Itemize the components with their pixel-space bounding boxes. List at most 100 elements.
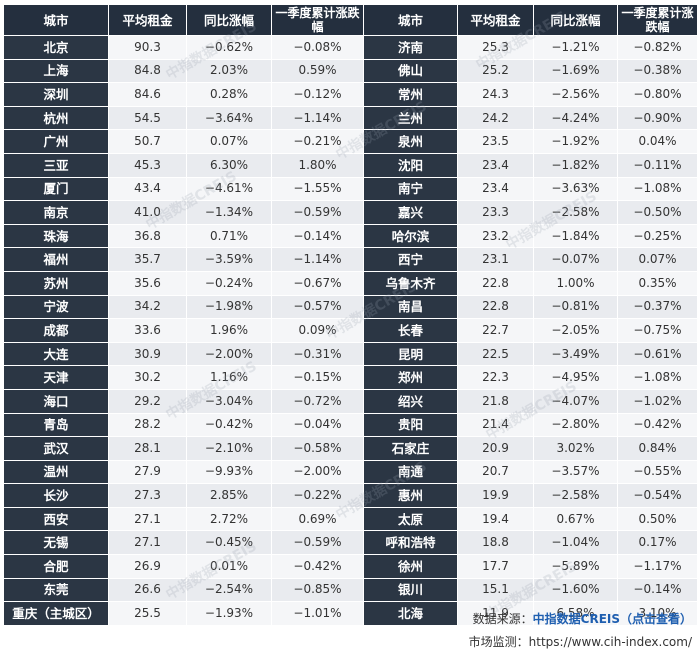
cell-avg-rent: 90.3 bbox=[108, 35, 187, 60]
cell-avg-rent: 27.1 bbox=[108, 530, 187, 556]
cell-q1: −0.75% bbox=[617, 318, 698, 343]
cell-q1: −0.22% bbox=[271, 483, 364, 508]
cell-city: 西宁 bbox=[363, 247, 458, 272]
cell-q1: 0.59% bbox=[271, 58, 364, 84]
table-row: 宁波 34.2 −1.98% −0.57% 南昌 22.8 −0.81% −0.37% bbox=[3, 294, 698, 320]
cell-yoy: −9.93% bbox=[186, 459, 272, 485]
cell-city: 大连 bbox=[3, 341, 109, 367]
cell-q1: −0.15% bbox=[271, 365, 364, 390]
cell-city: 重庆（主城区） bbox=[3, 601, 109, 626]
cell-yoy: −3.64% bbox=[186, 105, 272, 131]
cell-avg-rent: 11.9 bbox=[457, 601, 534, 626]
cell-yoy: 3.02% bbox=[533, 436, 618, 461]
cell-city: 银川 bbox=[363, 577, 458, 603]
cell-yoy: −2.05% bbox=[533, 318, 618, 343]
cell-yoy: 6.58% bbox=[533, 601, 618, 626]
cell-yoy: −1.34% bbox=[186, 200, 272, 225]
cell-yoy: −1.92% bbox=[533, 129, 618, 154]
cell-city: 青岛 bbox=[3, 412, 109, 438]
cell-yoy: 2.72% bbox=[186, 506, 272, 532]
cell-yoy: 0.71% bbox=[186, 223, 272, 249]
table-row: 东莞 26.6 −2.54% −0.85% 银川 15.1 −1.60% −0.14% bbox=[3, 577, 698, 603]
table-header-row: 城市 平均租金 同比涨幅 一季度累计涨跌幅 城市 平均租金 同比涨幅 一季度累计… bbox=[3, 4, 698, 36]
cell-city: 温州 bbox=[3, 459, 109, 485]
cell-avg-rent: 27.3 bbox=[108, 483, 187, 508]
table-row: 大连 30.9 −2.00% −0.31% 昆明 22.5 −3.49% −0.61% bbox=[3, 341, 698, 367]
source-link[interactable]: 中指数据CREIS（点击查看） bbox=[532, 612, 692, 626]
cell-q1: −0.50% bbox=[617, 200, 698, 225]
cell-yoy: 0.07% bbox=[186, 129, 272, 154]
cell-q1: 1.80% bbox=[271, 152, 364, 178]
cell-city: 三亚 bbox=[3, 152, 109, 178]
cell-yoy: −2.00% bbox=[186, 341, 272, 367]
cell-city: 石家庄 bbox=[363, 436, 458, 461]
cell-avg-rent: 20.9 bbox=[457, 436, 534, 461]
cell-avg-rent: 45.3 bbox=[108, 152, 187, 178]
cell-avg-rent: 26.6 bbox=[108, 577, 187, 603]
cell-yoy: −4.07% bbox=[533, 388, 618, 414]
table-row: 成都 33.6 1.96% 0.09% 长春 22.7 −2.05% −0.75% bbox=[3, 318, 698, 343]
cell-city: 无锡 bbox=[3, 530, 109, 556]
cell-yoy: −0.81% bbox=[533, 294, 618, 320]
cell-city: 成都 bbox=[3, 318, 109, 343]
cell-q1: 0.09% bbox=[271, 318, 364, 343]
cell-avg-rent: 21.4 bbox=[457, 412, 534, 438]
cell-city: 呼和浩特 bbox=[363, 530, 458, 556]
header-q1-2: 一季度累计涨跌幅 bbox=[617, 4, 698, 36]
table-row: 广州 50.7 0.07% −0.21% 泉州 23.5 −1.92% 0.04% bbox=[3, 129, 698, 154]
cell-yoy: −1.04% bbox=[533, 530, 618, 556]
table-body: 北京 90.3 −0.62% −0.08% 济南 25.3 −1.21% −0.82% 上海 84… bbox=[3, 35, 698, 626]
cell-avg-rent: 23.2 bbox=[457, 223, 534, 249]
cell-yoy: −4.24% bbox=[533, 105, 618, 131]
table-row: 青岛 28.2 −0.42% −0.04% 贵阳 21.4 −2.80% −0.42% bbox=[3, 412, 698, 438]
table-row: 三亚 45.3 6.30% 1.80% 沈阳 23.4 −1.82% −0.11% bbox=[3, 152, 698, 178]
cell-avg-rent: 20.7 bbox=[457, 459, 534, 485]
cell-avg-rent: 36.8 bbox=[108, 223, 187, 249]
cell-q1: −1.01% bbox=[271, 601, 364, 626]
cell-avg-rent: 22.7 bbox=[457, 318, 534, 343]
table-row: 北京 90.3 −0.62% −0.08% 济南 25.3 −1.21% −0.82% bbox=[3, 35, 698, 60]
cell-city: 惠州 bbox=[363, 483, 458, 508]
cell-q1: −0.72% bbox=[271, 388, 364, 414]
cell-city: 南宁 bbox=[363, 176, 458, 202]
cell-q1: 0.35% bbox=[617, 270, 698, 296]
cell-q1: −0.38% bbox=[617, 58, 698, 84]
cell-avg-rent: 23.1 bbox=[457, 247, 534, 272]
cell-city: 天津 bbox=[3, 365, 109, 390]
cell-q1: −0.14% bbox=[617, 577, 698, 603]
cell-q1: −2.00% bbox=[271, 459, 364, 485]
cell-city: 合肥 bbox=[3, 554, 109, 579]
cell-q1: −1.08% bbox=[617, 365, 698, 390]
cell-city: 厦门 bbox=[3, 176, 109, 202]
cell-yoy: 1.00% bbox=[533, 270, 618, 296]
table-row: 温州 27.9 −9.93% −2.00% 南通 20.7 −3.57% −0.55% bbox=[3, 459, 698, 485]
cell-avg-rent: 15.1 bbox=[457, 577, 534, 603]
table-row: 天津 30.2 1.16% −0.15% 郑州 22.3 −4.95% −1.08% bbox=[3, 365, 698, 390]
cell-avg-rent: 27.1 bbox=[108, 506, 187, 532]
cell-avg-rent: 22.8 bbox=[457, 270, 534, 296]
cell-city: 贵阳 bbox=[363, 412, 458, 438]
rent-table: 城市 平均租金 同比涨幅 一季度累计涨跌幅 城市 平均租金 同比涨幅 一季度累计… bbox=[3, 4, 698, 626]
cell-yoy: 6.30% bbox=[186, 152, 272, 178]
table-row: 合肥 26.9 0.01% −0.42% 徐州 17.7 −5.89% −1.17% bbox=[3, 554, 698, 579]
cell-q1: −0.21% bbox=[271, 129, 364, 154]
cell-yoy: −4.95% bbox=[533, 365, 618, 390]
cell-avg-rent: 22.8 bbox=[457, 294, 534, 320]
cell-q1: 0.50% bbox=[617, 506, 698, 532]
cell-avg-rent: 84.8 bbox=[108, 58, 187, 84]
table-row: 西安 27.1 2.72% 0.69% 太原 19.4 0.67% 0.50% bbox=[3, 506, 698, 532]
cell-avg-rent: 84.6 bbox=[108, 82, 187, 107]
cell-yoy: 1.96% bbox=[186, 318, 272, 343]
cell-city: 上海 bbox=[3, 58, 109, 84]
cell-q1: 0.17% bbox=[617, 530, 698, 556]
cell-yoy: −1.98% bbox=[186, 294, 272, 320]
market-monitor-link[interactable]: 市场监测：https://www.cih-index.com/ bbox=[468, 635, 692, 649]
data-source: 数据来源：中指数据CREIS（点击查看） bbox=[473, 610, 692, 627]
cell-city: 嘉兴 bbox=[363, 200, 458, 225]
table-row: 海口 29.2 −3.04% −0.72% 绍兴 21.8 −4.07% −1.02% bbox=[3, 388, 698, 414]
cell-avg-rent: 35.7 bbox=[108, 247, 187, 272]
cell-avg-rent: 26.9 bbox=[108, 554, 187, 579]
cell-avg-rent: 30.2 bbox=[108, 365, 187, 390]
cell-q1: 3.10% bbox=[617, 601, 698, 626]
cell-city: 南昌 bbox=[363, 294, 458, 320]
